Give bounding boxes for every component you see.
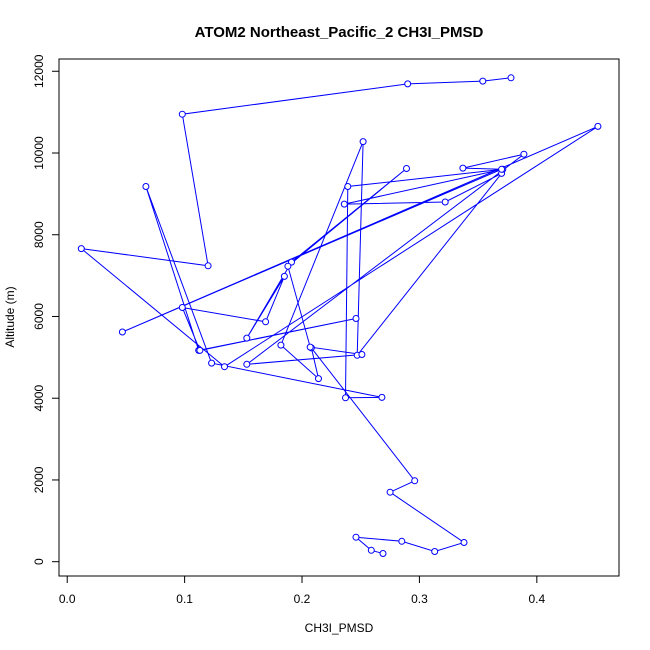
data-point bbox=[221, 363, 228, 371]
y-tick-label-6: 12000 bbox=[32, 54, 46, 88]
data-point bbox=[378, 393, 386, 401]
data-point bbox=[431, 548, 439, 555]
data-point bbox=[520, 150, 528, 158]
data-point bbox=[398, 537, 406, 545]
data-point bbox=[306, 343, 314, 351]
y-axis-label: Altitude (m) bbox=[3, 286, 17, 347]
y-axis: 0 2000 4000 6000 8000 10000 12000 bbox=[32, 54, 59, 565]
data-point bbox=[344, 183, 352, 190]
y-tick-label-4: 8000 bbox=[32, 221, 46, 248]
x-tick-label-3: 0.3 bbox=[411, 592, 428, 606]
data-point bbox=[315, 375, 322, 383]
x-axis-label: CH3I_PMSD bbox=[305, 621, 374, 635]
data-point bbox=[441, 198, 449, 206]
data-point bbox=[367, 546, 375, 554]
x-tick-label-2: 0.2 bbox=[294, 592, 311, 606]
data-point bbox=[118, 328, 126, 336]
data-point bbox=[277, 341, 285, 349]
data-point bbox=[352, 533, 360, 541]
data-point bbox=[284, 262, 292, 270]
data-point bbox=[411, 477, 419, 485]
data-point bbox=[507, 74, 515, 82]
data-point bbox=[142, 183, 150, 190]
y-tick-label-3: 6000 bbox=[32, 303, 46, 330]
data-point bbox=[243, 360, 251, 368]
y-tick-label-2: 4000 bbox=[32, 385, 46, 412]
data-point bbox=[459, 164, 467, 172]
data-point bbox=[204, 262, 212, 270]
data-point bbox=[460, 539, 468, 546]
data-point bbox=[404, 80, 412, 88]
data-point bbox=[340, 200, 348, 208]
data-point bbox=[498, 165, 506, 173]
y-tick-label-0: 0 bbox=[32, 558, 46, 565]
data-point bbox=[280, 272, 288, 280]
x-tick-label-0: 0.0 bbox=[59, 592, 76, 606]
data-point bbox=[243, 334, 251, 342]
x-tick-label-4: 0.4 bbox=[528, 592, 545, 606]
data-point bbox=[77, 245, 85, 253]
data-point bbox=[262, 318, 270, 326]
data-point bbox=[178, 304, 186, 311]
data-point bbox=[342, 394, 349, 402]
plot-frame bbox=[58, 58, 620, 577]
data-points bbox=[77, 74, 602, 557]
chart-title: ATOM2 Northeast_Pacific_2 CH3I_PMSD bbox=[195, 24, 484, 41]
x-tick-label-1: 0.1 bbox=[176, 592, 193, 606]
data-point bbox=[352, 315, 360, 322]
data-point bbox=[358, 351, 366, 358]
series-line bbox=[79, 77, 599, 554]
data-point bbox=[208, 359, 216, 367]
y-tick-label-5: 10000 bbox=[32, 136, 46, 170]
data-point bbox=[403, 165, 410, 172]
data-point bbox=[479, 77, 487, 85]
data-point bbox=[196, 346, 204, 354]
data-point bbox=[359, 138, 367, 146]
x-axis: 0.0 0.1 0.2 0.3 0.4 bbox=[59, 576, 545, 606]
data-point bbox=[594, 122, 602, 130]
data-point bbox=[379, 550, 387, 557]
data-point bbox=[386, 488, 394, 496]
data-point bbox=[178, 110, 186, 118]
y-tick-label-1: 2000 bbox=[32, 466, 46, 493]
